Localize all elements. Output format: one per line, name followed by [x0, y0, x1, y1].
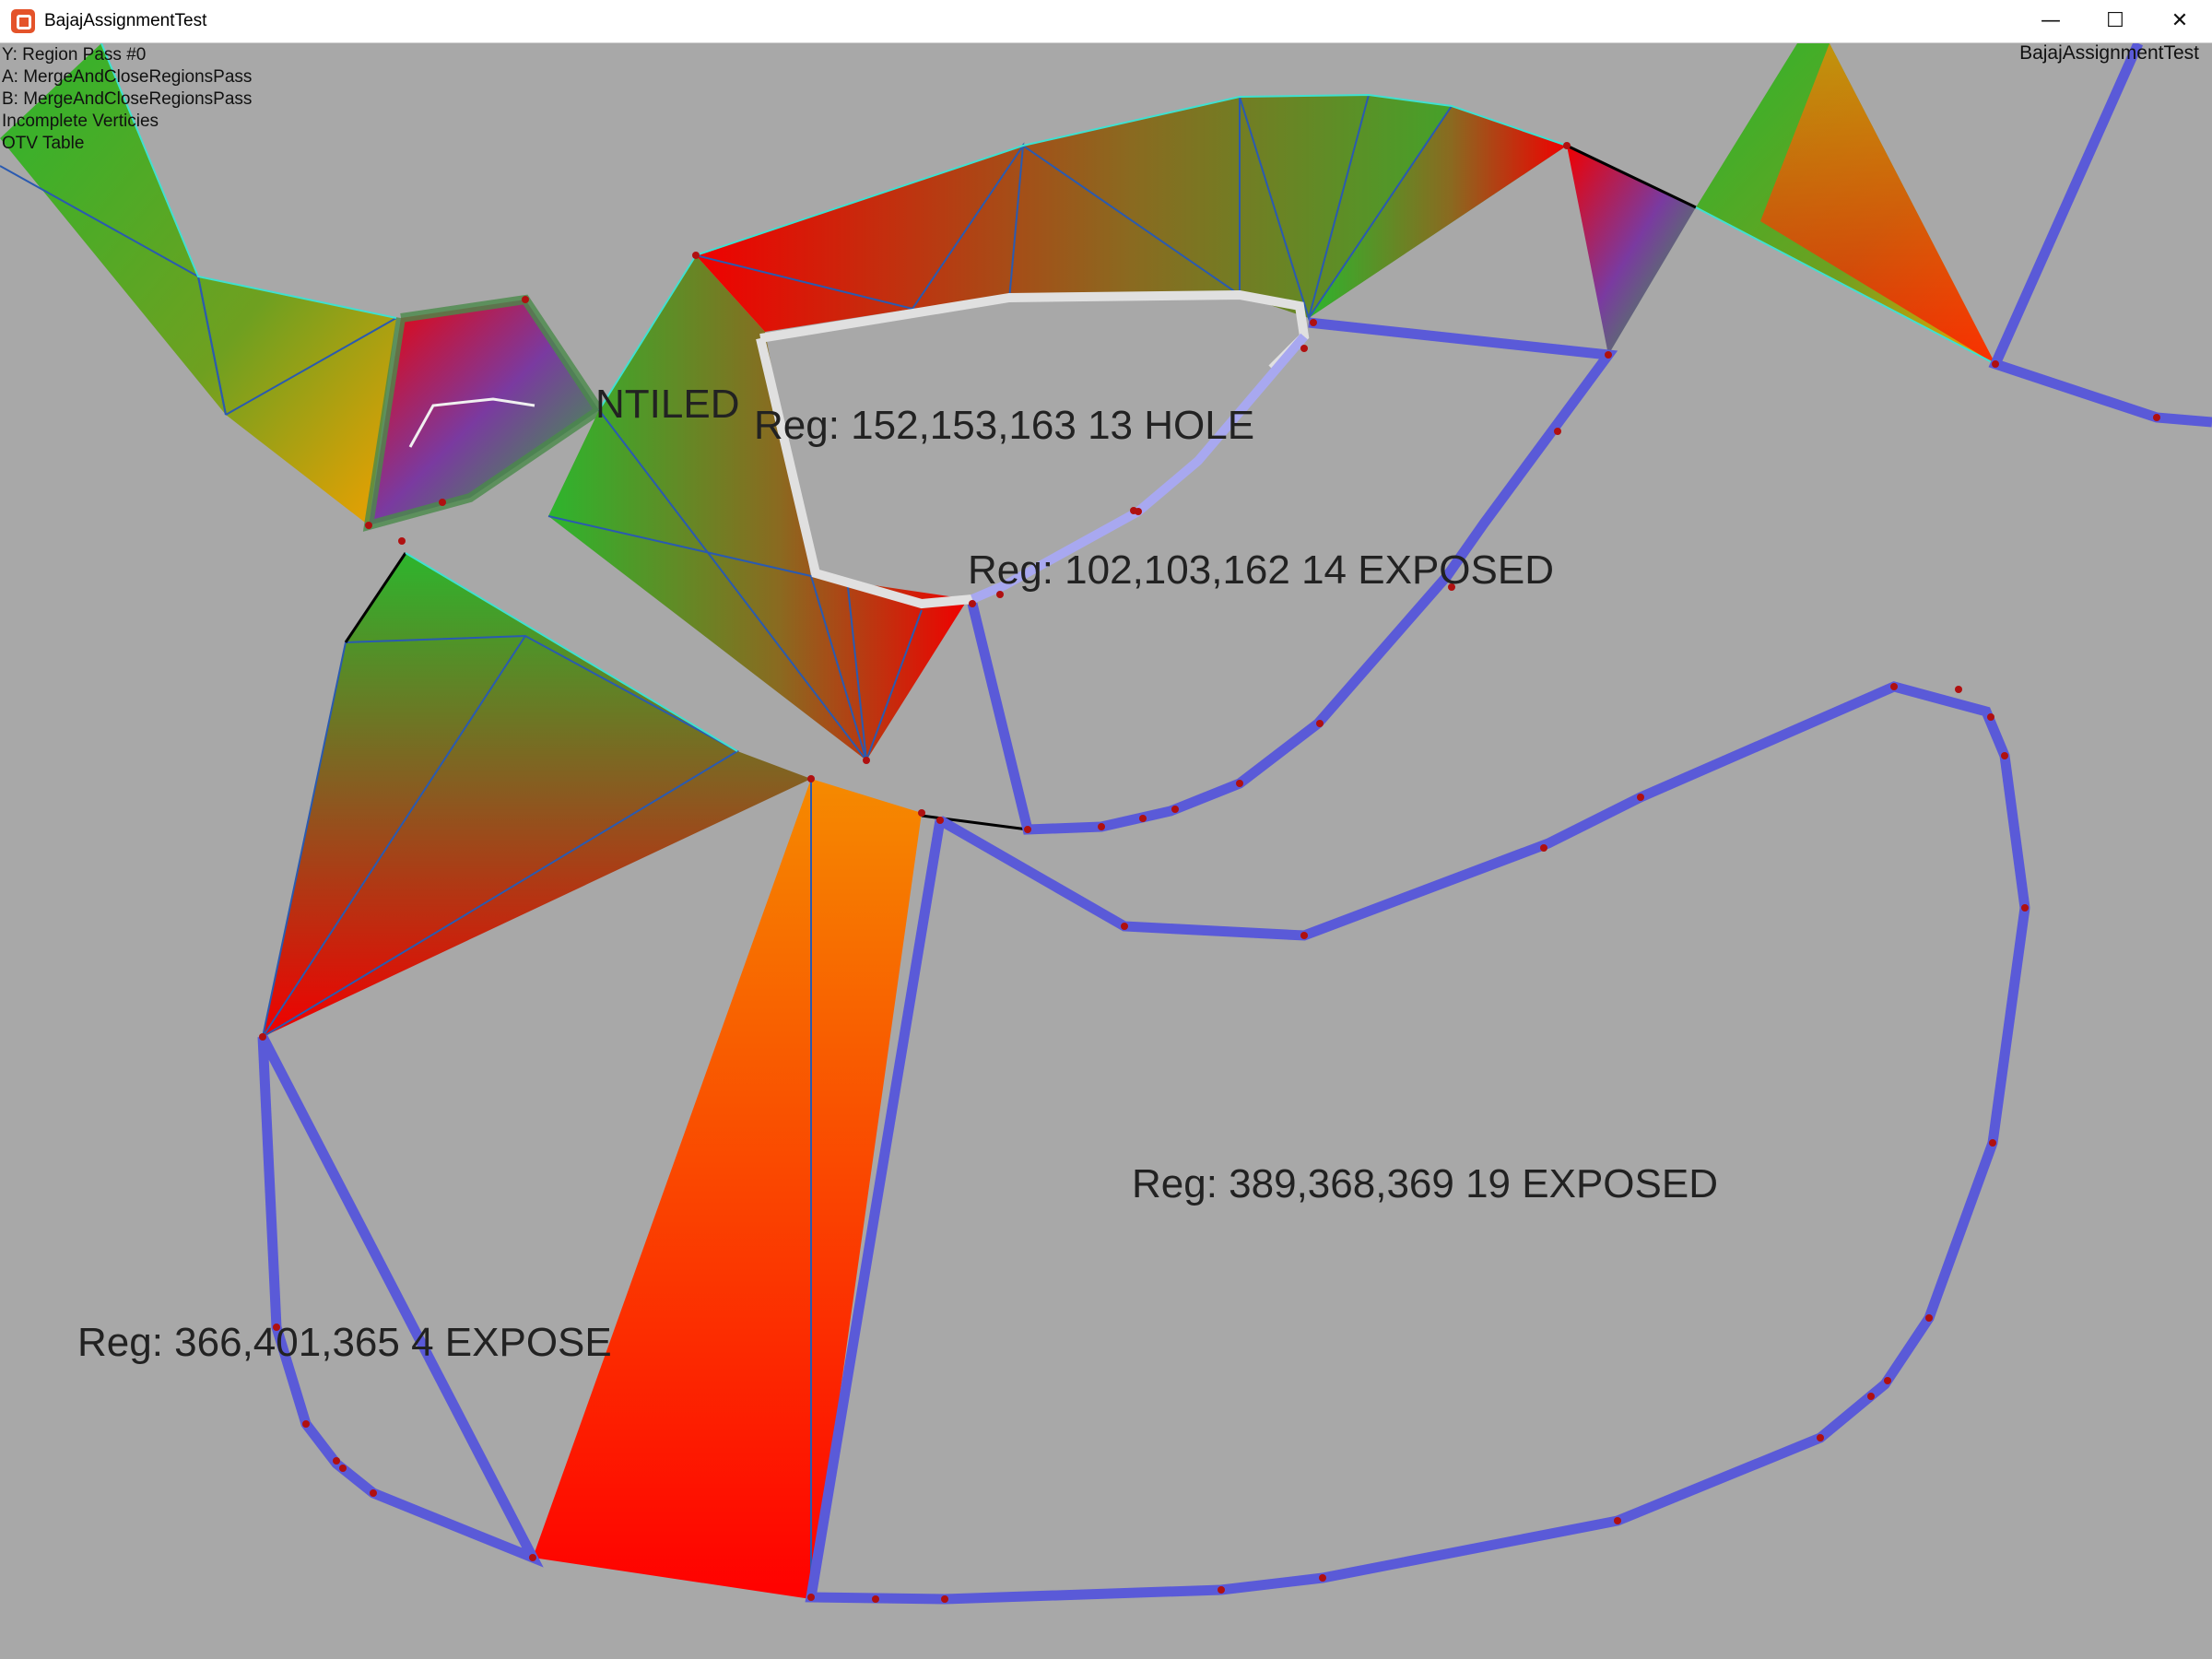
region-label-partial: NTILED: [595, 382, 740, 427]
maximize-icon: ☐: [2106, 9, 2124, 32]
region-label-hole: Reg: 152,153,163 13 HOLE: [754, 403, 1255, 448]
region-outline-14: [967, 317, 1618, 835]
mesh-strip-middle: [548, 255, 968, 760]
debug-overlay: Y: Region Pass #0 A: MergeAndCloseRegion…: [2, 44, 252, 155]
close-button[interactable]: ✕: [2147, 0, 2212, 42]
region-label-exposed-19: Reg: 389,368,369 19 EXPOSED: [1132, 1161, 1718, 1206]
window-title: BajajAssignmentTest: [44, 11, 207, 30]
debug-line-b: B: MergeAndCloseRegionsPass: [2, 89, 253, 109]
debug-line-otv: OTV Table: [2, 134, 85, 153]
debug-line-incomplete: Incomplete Verticies: [2, 112, 159, 131]
mesh-scene: [0, 43, 2212, 1605]
minimize-icon: —: [2041, 9, 2061, 32]
region-outline-far-right: [1988, 43, 2212, 428]
maximize-button[interactable]: ☐: [2083, 0, 2147, 42]
overlay-app-title: BajajAssignmentTest: [2019, 42, 2199, 64]
close-icon: ✕: [2171, 9, 2189, 32]
mesh-strip-top-left: [0, 43, 396, 525]
render-viewport[interactable]: Y: Region Pass #0 A: MergeAndCloseRegion…: [0, 42, 2212, 1659]
mesh-red-quad: [533, 779, 922, 1599]
debug-line-a: A: MergeAndCloseRegionsPass: [2, 67, 253, 87]
debug-line-pass: Y: Region Pass #0: [2, 45, 147, 65]
mesh-fan-region: [369, 300, 599, 525]
app-icon: [11, 9, 35, 33]
minimize-button[interactable]: —: [2018, 0, 2083, 42]
region-outline-19: [805, 681, 2030, 1605]
mesh-strip-left-lower: [263, 553, 811, 1037]
region-label-exposed-4: Reg: 366,401,365 4 EXPOSE: [77, 1320, 612, 1365]
title-bar: BajajAssignmentTest — ☐ ✕: [0, 0, 2212, 43]
region-label-exposed-14: Reg: 102,103,162 14 EXPOSED: [968, 547, 1554, 593]
region-outline-4: [257, 1034, 544, 1568]
